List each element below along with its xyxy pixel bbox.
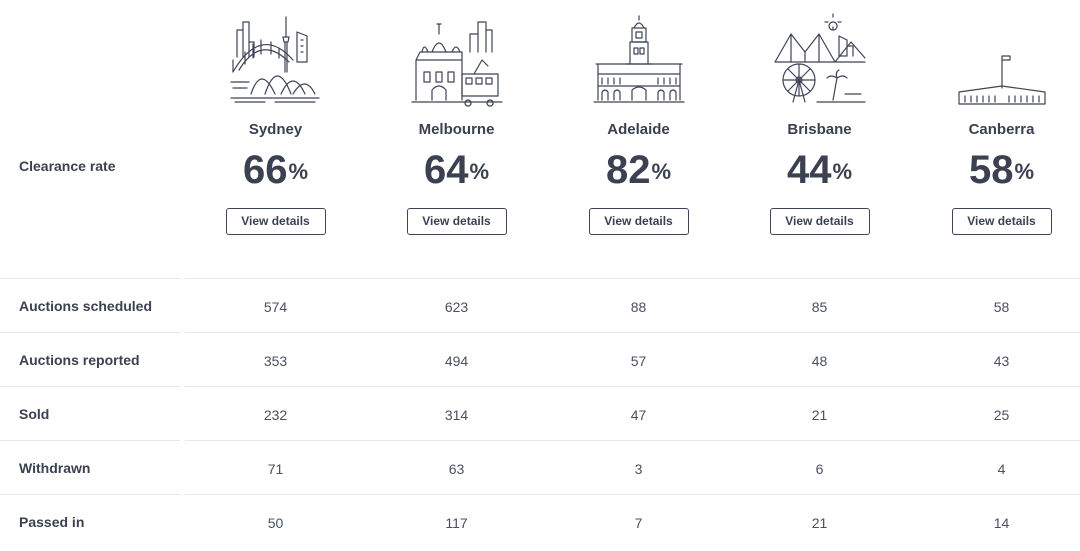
table-cell: 21 [811, 515, 828, 531]
row-divider [0, 386, 180, 387]
row-divider [185, 278, 1080, 279]
table-cell: 63 [448, 461, 465, 477]
view-details-button-brisbane[interactable]: View details [769, 208, 870, 235]
table-cell: 21 [811, 407, 828, 423]
row-label: Auctions scheduled [19, 298, 153, 314]
adelaide-skyline-icon [592, 15, 685, 103]
table-cell: 48 [811, 353, 828, 369]
table-cell: 71 [267, 461, 284, 477]
brisbane-skyline-icon [773, 13, 866, 103]
table-cell: 3 [634, 461, 643, 477]
table-cell: 6 [815, 461, 824, 477]
row-label: Passed in [19, 514, 85, 530]
clearance-rate-value: 58% [968, 148, 1035, 192]
city-name: Sydney [248, 121, 303, 138]
table-cell: 494 [444, 353, 469, 369]
canberra-skyline-icon [957, 55, 1046, 105]
row-divider [185, 440, 1080, 441]
city-name: Canberra [968, 121, 1035, 138]
table-cell: 88 [630, 299, 647, 315]
view-details-button-melbourne[interactable]: View details [406, 208, 507, 235]
clearance-rate-value: 66% [242, 148, 309, 192]
table-cell: 7 [634, 515, 643, 531]
table-cell: 314 [444, 407, 469, 423]
sydney-skyline-icon [229, 16, 320, 103]
table-cell: 57 [630, 353, 647, 369]
table-cell: 623 [444, 299, 469, 315]
table-cell: 50 [267, 515, 284, 531]
city-name: Melbourne [418, 121, 495, 138]
row-divider [185, 332, 1080, 333]
row-divider [185, 494, 1080, 495]
table-cell: 58 [993, 299, 1010, 315]
table-cell: 574 [263, 299, 288, 315]
clearance-rate-value: 82% [605, 148, 672, 192]
row-label: Auctions reported [19, 352, 140, 368]
row-divider [0, 278, 180, 279]
table-cell: 117 [445, 515, 468, 531]
clearance-rate-value: 64% [423, 148, 490, 192]
table-cell: 85 [811, 299, 828, 315]
row-divider [0, 332, 180, 333]
melbourne-skyline-icon [410, 21, 503, 107]
city-name: Brisbane [787, 121, 852, 138]
table-cell: 25 [993, 407, 1010, 423]
view-details-button-canberra[interactable]: View details [951, 208, 1052, 235]
row-label: Withdrawn [19, 460, 91, 476]
row-divider [0, 494, 180, 495]
clearance-rate-label: Clearance rate [19, 158, 116, 174]
city-name: Adelaide [607, 121, 670, 138]
table-cell: 47 [630, 407, 647, 423]
view-details-button-adelaide[interactable]: View details [588, 208, 689, 235]
row-divider [0, 440, 180, 441]
row-divider [185, 386, 1080, 387]
clearance-rate-value: 44% [786, 148, 853, 192]
view-details-button-sydney[interactable]: View details [225, 208, 326, 235]
table-cell: 232 [263, 407, 288, 423]
table-cell: 43 [993, 353, 1010, 369]
table-cell: 14 [993, 515, 1010, 531]
table-cell: 4 [997, 461, 1006, 477]
table-cell: 353 [263, 353, 288, 369]
row-label: Sold [19, 406, 50, 422]
